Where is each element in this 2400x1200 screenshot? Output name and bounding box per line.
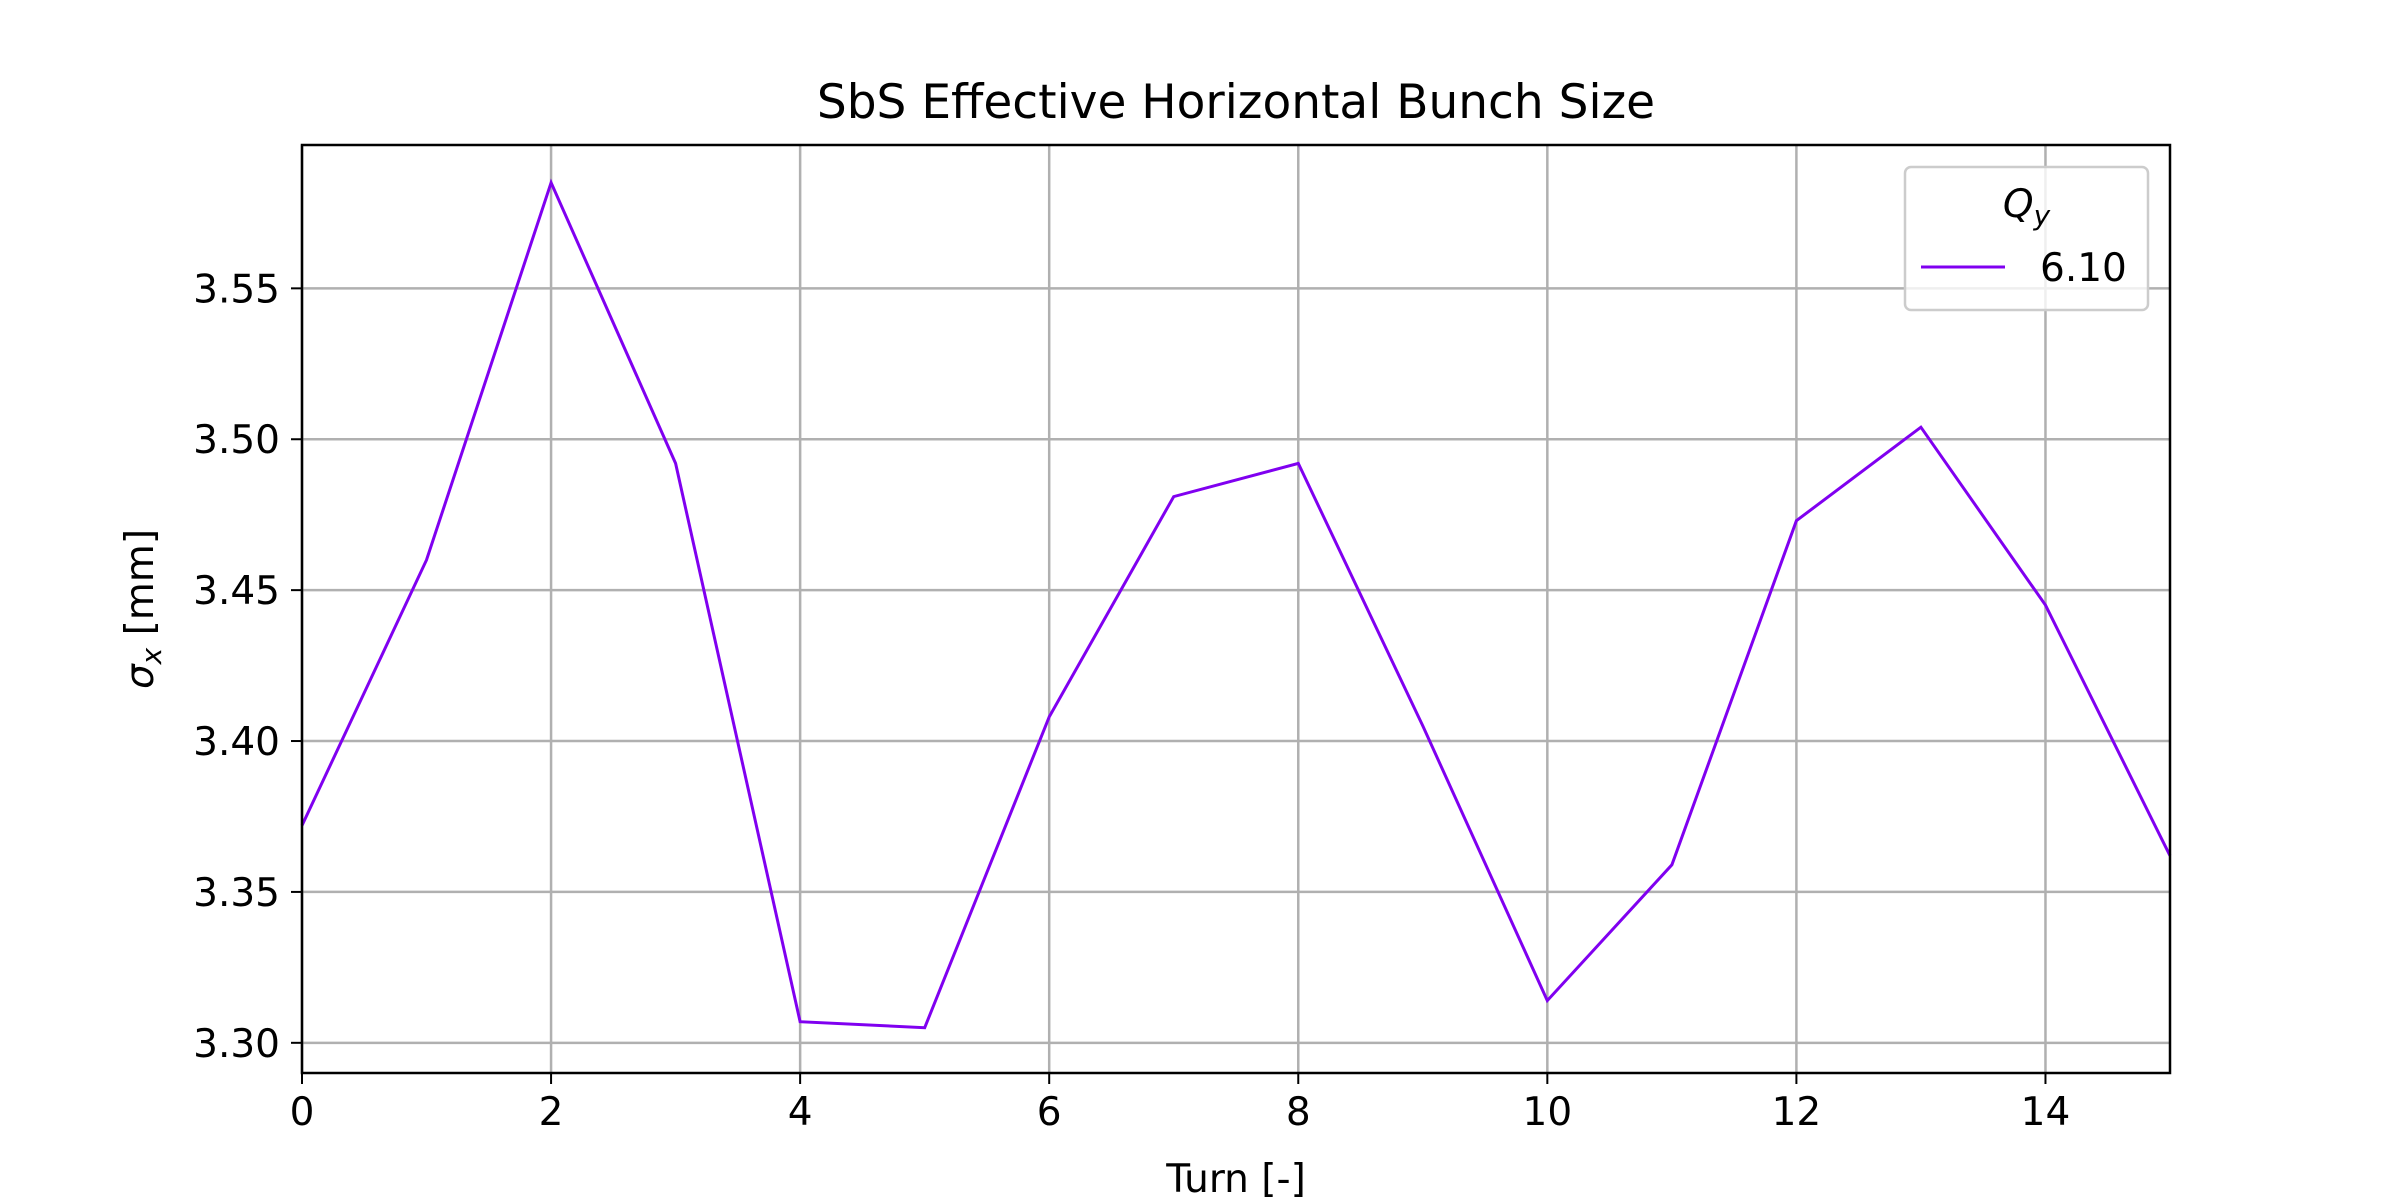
x-tick-label: 10 [1523,1090,1573,1135]
x-tick-label: 14 [2021,1090,2071,1135]
legend-entry-label: 6.10 [2040,246,2127,291]
y-axis-label-subscript: x [135,647,168,665]
x-axis-ticks: 0 2 4 6 8 10 12 14 [290,1073,2071,1135]
legend: Qy 6.10 [1903,165,2150,312]
y-tick-label: 3.40 [193,720,280,765]
legend-entries: 6.10 [1921,246,2127,291]
legend-box [1903,165,2150,312]
legend-title-symbol: Q [2003,182,2034,227]
x-tick-label: 6 [1037,1090,1062,1135]
y-tick-label: 3.35 [193,871,280,916]
x-gridlines [300,145,2047,1073]
y-axis-label-unit: [mm] [118,529,163,648]
series-lines [300,178,2172,1030]
chart-title: SbS Effective Horizontal Bunch Size [817,75,1655,130]
y-tick-label: 3.55 [193,267,280,312]
series-line [300,178,2172,1030]
x-tick-label: 8 [1286,1090,1311,1135]
x-tick-label: 2 [539,1090,564,1135]
legend-title: Qy [2003,182,2051,232]
plot-frame [300,143,2172,1075]
y-axis-label-symbol: σ [118,663,163,689]
y-gridlines [302,287,2170,1045]
x-tick-label: 4 [788,1090,813,1135]
legend-title-subscript: y [2033,199,2051,232]
x-axis-label: Turn [-] [1165,1157,1306,1200]
y-axis-ticks: 3.30 3.35 3.40 3.45 3.50 3.55 [193,267,302,1067]
y-tick-label: 3.45 [193,569,280,614]
y-tick-label: 3.50 [193,418,280,463]
y-axis-label: σx [mm] [118,529,168,689]
x-tick-label: 12 [1772,1090,1822,1135]
y-tick-label: 3.30 [193,1022,280,1067]
x-tick-label: 0 [290,1090,315,1135]
